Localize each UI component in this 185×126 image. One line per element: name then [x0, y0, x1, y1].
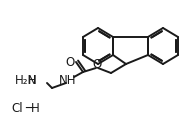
Text: H: H — [28, 73, 37, 87]
Text: O: O — [92, 58, 102, 71]
Text: ─: ─ — [25, 102, 33, 115]
Text: H₂N: H₂N — [15, 73, 37, 87]
Text: O: O — [66, 55, 75, 69]
Text: H: H — [31, 102, 39, 115]
Text: NH: NH — [59, 73, 77, 87]
Text: Cl: Cl — [11, 102, 23, 115]
